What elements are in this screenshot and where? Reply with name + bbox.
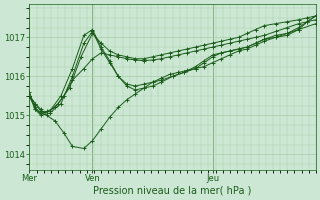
- X-axis label: Pression niveau de la mer( hPa ): Pression niveau de la mer( hPa ): [93, 186, 252, 196]
